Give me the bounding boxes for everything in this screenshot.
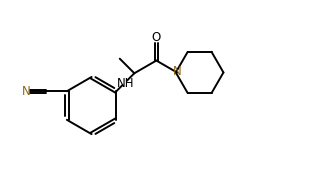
Text: N: N [172,65,181,78]
Text: NH: NH [117,77,135,90]
Text: N: N [22,85,31,98]
Text: O: O [152,31,161,44]
